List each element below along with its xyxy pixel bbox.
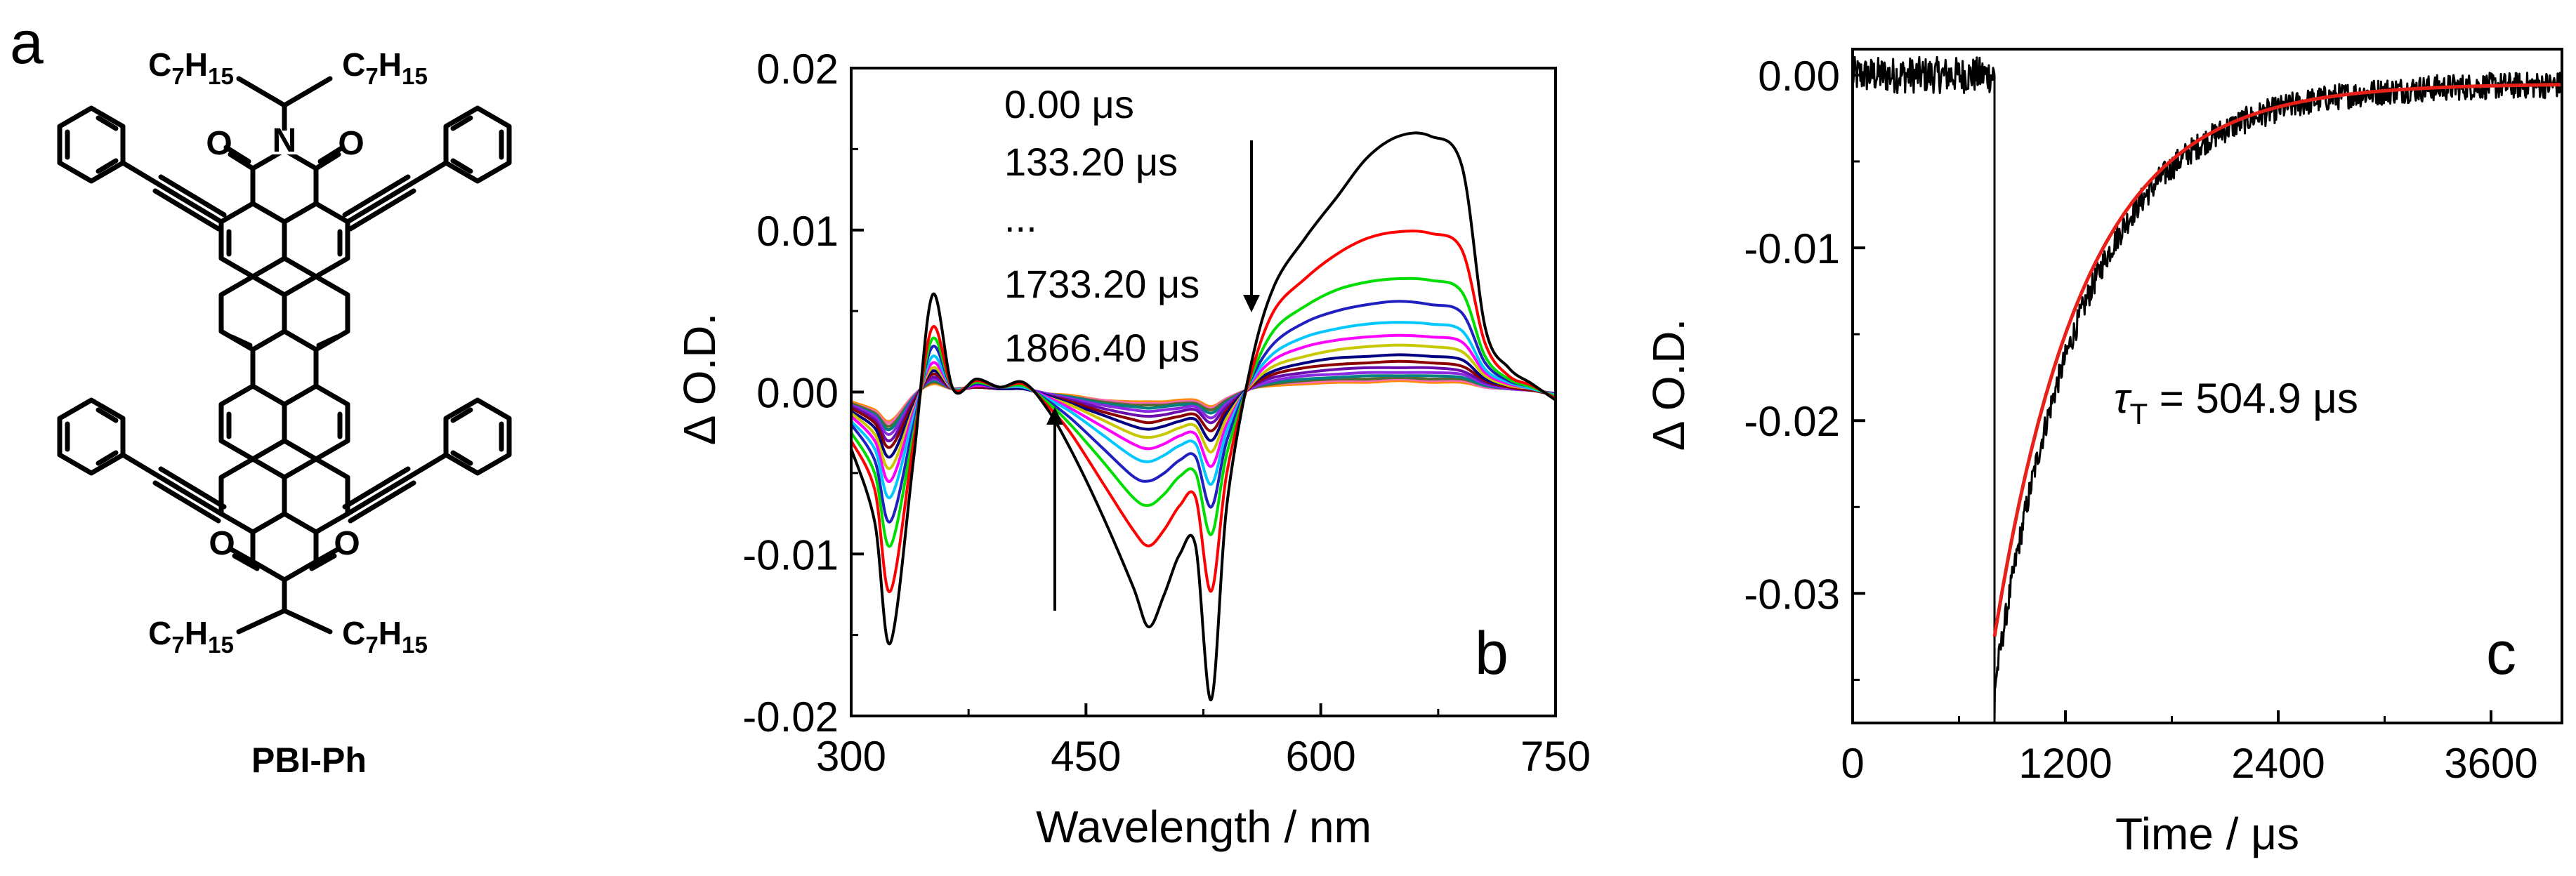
molecule-structure (57, 76, 512, 635)
c-y-ticks: 0.00 -0.01 -0.02 -0.03 (1744, 53, 1865, 681)
ring-low-right (282, 456, 350, 535)
alkyl-chain-bottom-left: C7H15 (148, 615, 234, 658)
b-y-axis-label: Δ O.D. (674, 313, 725, 446)
panel-c: 0 1200 2400 3600 0.00 -0.01 -0.02 -0.03 Time /… (1643, 48, 2563, 859)
c-plot-frame (1851, 48, 2563, 724)
ketone-left-2 (232, 553, 260, 571)
carbonyl-right-2 (317, 145, 346, 164)
b-series-line-0 (851, 131, 1556, 701)
atom-oxygen-left: O (206, 125, 232, 162)
panel-label-c: c (2486, 620, 2516, 687)
legend-text-0: 0.00 μs (1004, 82, 1134, 126)
arrow-down (1243, 140, 1260, 312)
compound-name: PBI-Ph (251, 741, 367, 780)
c-x-tick-label: 2400 (2231, 740, 2325, 787)
alkyl-chain-top-right: C7H15 (342, 46, 428, 90)
ring-low-left (218, 456, 287, 535)
carbonyl-left (228, 152, 256, 171)
branch-right-bottom (282, 608, 333, 635)
arrow-up (1046, 407, 1063, 611)
b-series-line-3 (851, 300, 1556, 524)
panel-a: a (10, 9, 512, 780)
b-y-ticks: 0.02 0.01 0.00 -0.01 -0.02 (742, 46, 864, 741)
c-x-tick-label: 3600 (2444, 740, 2537, 787)
phenyl-bottom-right (443, 397, 512, 476)
legend-text-3: 1733.20 μs (1004, 262, 1200, 306)
b-series-line-4 (851, 321, 1556, 499)
c-series-group (1853, 55, 2562, 723)
b-x-ticks: 300 450 600 750 (816, 703, 1591, 780)
b-y-tick-label: -0.02 (742, 694, 839, 741)
alkyne-bottom-left (120, 452, 227, 524)
alkyne-bottom-right (342, 452, 449, 524)
ketone-left (228, 546, 256, 564)
ketone-right-2 (309, 553, 337, 571)
ketone-ring (250, 529, 319, 583)
alkyne-top-right (342, 160, 449, 232)
phenyl-bottom-left (57, 397, 126, 476)
panel-label-a: a (10, 9, 44, 77)
alkyne-top-left (120, 160, 227, 232)
legend-text-1: 133.20 μs (1004, 140, 1178, 184)
b-series-group (851, 131, 1556, 701)
atom-nitrogen: N (272, 122, 297, 159)
b-series-line-2 (851, 277, 1556, 548)
atom-oxygen-bottom-left: O (209, 525, 235, 562)
b-x-tick-label: 600 (1286, 733, 1356, 780)
b-series-line-1 (851, 230, 1556, 593)
c-y-tick-label: -0.01 (1744, 225, 1840, 272)
b-x-axis-label: Wavelength / nm (1036, 802, 1372, 852)
c-data-trace (1853, 55, 2562, 723)
c-x-tick-label: 0 (1841, 740, 1864, 787)
carbonyl-right (313, 152, 341, 171)
c-y-tick-label: -0.02 (1744, 398, 1840, 445)
ketone-right (313, 546, 341, 564)
double-bond (229, 334, 253, 348)
phenyl-top-right (443, 105, 512, 184)
b-x-tick-label: 450 (1051, 733, 1121, 780)
branch-left (236, 76, 287, 108)
c-y-tick-label: -0.03 (1744, 571, 1840, 618)
b-y-tick-label: 0.01 (756, 208, 839, 255)
c-fit-curve (1992, 83, 2562, 637)
alkyl-chain-bottom-right: C7H15 (342, 615, 428, 658)
b-x-tick-label: 300 (816, 733, 886, 780)
tau-annotation: τT = 504.9 μs (2114, 375, 2358, 430)
c-y-tick-label: 0.00 (1758, 53, 1840, 100)
c-x-tick-label: 1200 (2018, 740, 2112, 787)
c-x-ticks: 0 1200 2400 3600 (1841, 710, 2538, 787)
branch-right (282, 76, 333, 108)
legend-text-4: 1866.40 μs (1004, 326, 1200, 370)
phenyl-top-left (57, 105, 126, 184)
c-y-axis-label: Δ O.D. (1643, 319, 1694, 451)
legend-text-2: ... (1004, 196, 1037, 240)
b-x-tick-label: 750 (1520, 733, 1591, 780)
atom-oxygen-right: O (338, 125, 364, 162)
c-x-axis-label: Time / μs (2115, 809, 2299, 859)
panel-label-b: b (1475, 620, 1509, 687)
branch-left-bottom (236, 608, 287, 635)
double-bond (316, 334, 340, 348)
atom-oxygen-bottom-right: O (334, 525, 360, 562)
b-y-tick-label: -0.01 (742, 531, 839, 578)
b-y-tick-label: 0.00 (756, 370, 839, 417)
carbonyl-left-2 (223, 145, 251, 164)
panel-b: 300 450 600 750 0.02 0.01 0.00 -0.01 -0.02 Wave… (674, 46, 1591, 852)
b-y-tick-label: 0.02 (756, 46, 839, 93)
alkyl-chain-top-left: C7H15 (148, 46, 234, 90)
